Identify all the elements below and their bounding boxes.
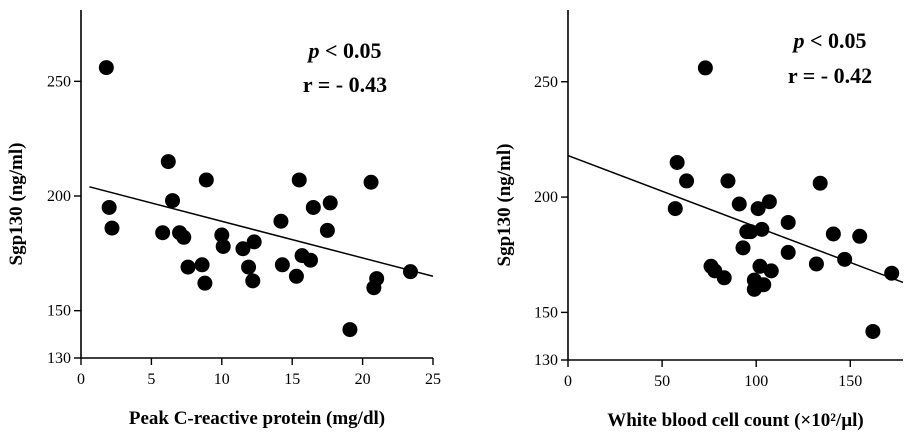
data-point <box>750 201 766 217</box>
y-tick-label: 150 <box>47 303 71 320</box>
data-point <box>235 241 251 257</box>
data-point <box>305 199 321 215</box>
data-point <box>754 221 770 237</box>
data-point <box>735 240 751 256</box>
y-tick-label: 200 <box>534 189 558 206</box>
y-axis-title: Sgp130 (ng/ml) <box>494 144 515 267</box>
x-axis-title: Peak C-reactive protein (mg/dl) <box>129 408 385 429</box>
data-point <box>319 222 335 238</box>
x-axis-title: White blood cell count (×10²/µl) <box>607 410 864 431</box>
x-tick-label: 150 <box>838 373 862 390</box>
data-point <box>369 271 385 287</box>
data-point <box>825 226 841 242</box>
regression-line <box>567 154 904 284</box>
data-point <box>752 258 768 274</box>
y-axis-title: Sgp130 (ng/ml) <box>6 143 27 266</box>
data-point <box>176 229 192 245</box>
data-point <box>743 224 759 240</box>
data-point <box>720 173 736 189</box>
x-tick-label: 0 <box>77 371 85 388</box>
y-tick-label: 250 <box>47 73 71 90</box>
y-tick-label: 130 <box>47 350 71 367</box>
data-point <box>194 257 210 273</box>
y-tick-label: 250 <box>534 74 558 91</box>
data-point <box>363 174 379 190</box>
x-tick-label: 5 <box>147 371 155 388</box>
data-point <box>288 268 304 284</box>
r-value-annotation: r = - 0.43 <box>303 72 387 97</box>
data-point <box>245 273 261 289</box>
data-point <box>214 227 230 243</box>
x-tick-label: 0 <box>564 373 572 390</box>
data-point <box>342 322 358 338</box>
y-tick-label: 150 <box>534 304 558 321</box>
data-point <box>667 201 683 217</box>
data-point <box>155 225 171 241</box>
data-point <box>180 259 196 275</box>
data-point <box>165 193 181 209</box>
y-tick-label: 200 <box>47 188 71 205</box>
data-point <box>761 194 777 210</box>
data-point <box>98 60 114 76</box>
data-point <box>303 252 319 268</box>
x-tick-label: 15 <box>284 371 300 388</box>
data-point <box>215 238 231 254</box>
data-point <box>241 259 257 275</box>
data-point <box>865 323 881 339</box>
data-point <box>763 263 779 279</box>
x-tick-label: 100 <box>744 373 768 390</box>
p-value-annotation: p < 0.05 <box>306 38 381 63</box>
x-tick-label: 20 <box>355 371 371 388</box>
data-point <box>198 172 214 188</box>
data-point <box>669 154 685 170</box>
y-tick-label: 130 <box>534 352 558 369</box>
data-point <box>274 257 290 273</box>
data-point <box>197 275 213 291</box>
chart-panel-wbc: 130 150 200 250 0 50 100 150 White blood cell co… <box>494 10 904 431</box>
data-point <box>104 220 120 236</box>
x-tick-label: 25 <box>425 371 441 388</box>
data-point <box>780 244 796 260</box>
regression-line <box>89 186 434 277</box>
data-point <box>837 251 853 267</box>
data-point <box>780 214 796 230</box>
data-point <box>697 60 713 76</box>
data-point <box>679 173 695 189</box>
data-point <box>808 256 824 272</box>
data-point <box>322 195 338 211</box>
data-point <box>101 199 117 215</box>
data-point <box>402 264 418 280</box>
p-value-annotation: p < 0.05 <box>791 28 866 53</box>
data-point <box>273 213 289 229</box>
data-point <box>731 196 747 212</box>
data-point <box>716 270 732 286</box>
x-tick-label: 50 <box>654 373 670 390</box>
data-point <box>291 172 307 188</box>
data-point <box>246 234 262 250</box>
chart-panel-crp: 130 150 200 250 0 5 10 15 20 25 Peak C-reactive pr… <box>6 10 441 429</box>
data-point <box>756 277 772 293</box>
data-point <box>852 228 868 244</box>
data-point <box>160 154 176 170</box>
data-point <box>812 175 828 191</box>
r-value-annotation: r = - 0.42 <box>788 63 872 88</box>
data-point <box>884 265 900 281</box>
x-tick-label: 10 <box>214 371 230 388</box>
